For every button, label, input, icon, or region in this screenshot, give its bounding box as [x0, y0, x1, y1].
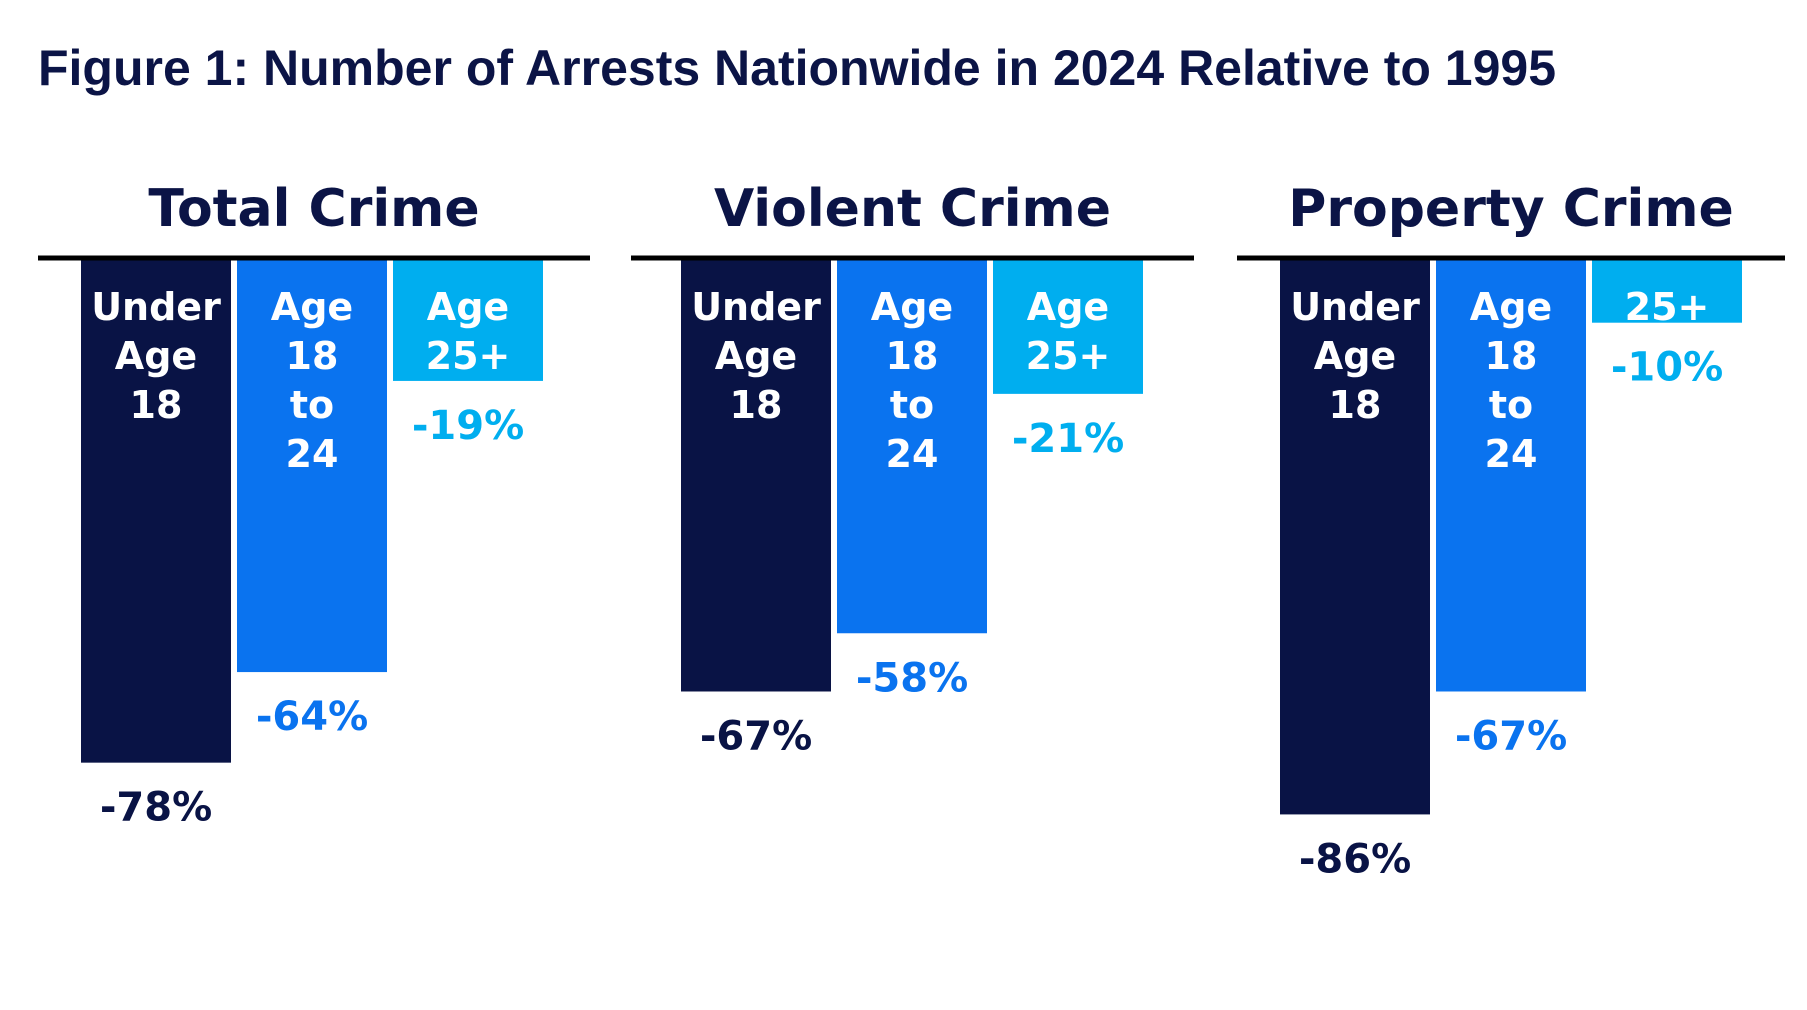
bar-category-label: Age 25+ — [426, 285, 511, 378]
bar — [681, 258, 831, 692]
bar-value-label: -64% — [256, 694, 368, 740]
bar — [237, 258, 387, 673]
bar-value-label: -86% — [1299, 836, 1411, 882]
bar-value-label: -67% — [1455, 713, 1567, 759]
panel-title: Total Crime — [148, 179, 479, 239]
figure-title: Figure 1: Number of Arrests Nationwide i… — [38, 40, 1557, 96]
bar-value-label: -67% — [700, 713, 812, 759]
bar — [1436, 258, 1586, 692]
bar — [81, 258, 231, 763]
bar-category-label: Under Age 18 — [1290, 285, 1420, 427]
bar-value-label: -10% — [1611, 345, 1723, 391]
bar-category-label: Under Age 18 — [691, 285, 821, 427]
bar — [1280, 258, 1430, 815]
bar-category-label: Age 18 to 24 — [1470, 285, 1552, 476]
bar-value-label: -19% — [412, 403, 524, 449]
bar-value-label: -78% — [100, 785, 212, 831]
bar-value-label: -21% — [1012, 416, 1124, 462]
chart-panel-2: Property Crime Under Age 18 -86% Age 18 to 24 -67… — [1237, 179, 1785, 882]
bar-category-label: Age 25+ — [1026, 285, 1111, 378]
bar-category-label: 25+ — [1625, 285, 1710, 329]
panel-title: Violent Crime — [714, 179, 1111, 239]
chart-panel-1: Violent Crime Under Age 18 -67% Age 18 to 24 -58%… — [631, 179, 1194, 759]
bar — [393, 258, 543, 381]
bar-category-label: Age 18 to 24 — [871, 285, 953, 476]
panel-title: Property Crime — [1288, 179, 1734, 239]
bar-category-label: Under Age 18 — [91, 285, 221, 427]
bar — [1592, 258, 1742, 323]
bar-category-label: Age 18 to 24 — [271, 285, 353, 476]
bar-value-label: -58% — [856, 655, 968, 701]
chart-panel-0: Total Crime Under Age 18 -78% Age 18 to 24 -64% Ag… — [38, 179, 590, 831]
bar — [837, 258, 987, 634]
bar — [993, 258, 1143, 394]
